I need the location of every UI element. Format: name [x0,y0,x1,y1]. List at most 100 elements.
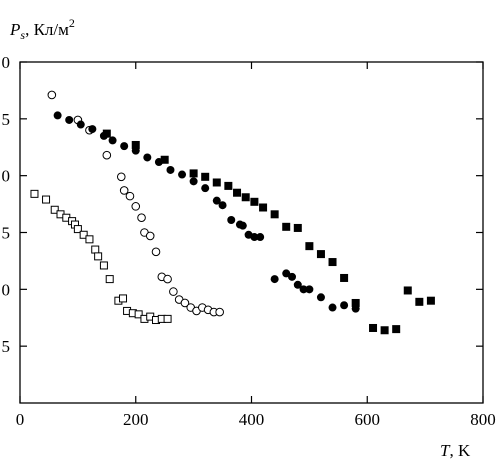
filled-square-point [403,286,412,295]
open-circle-point [131,202,141,211]
open-square-point [134,310,143,319]
open-circle-point [145,231,155,241]
filled-square-point [340,273,349,282]
filled-square-point [270,210,279,219]
filled-square-point [259,203,268,212]
open-square-point [119,294,128,303]
open-square-point [30,189,39,198]
filled-circle-point [65,115,74,124]
filled-square-point [201,172,210,181]
filled-circle-point [288,272,297,281]
filled-square-point [415,297,424,306]
x-axis-label: T, K [440,441,471,460]
open-square-point [99,261,108,270]
open-square-point [42,195,51,204]
data-markers [30,90,435,335]
filled-circle-point [88,125,97,134]
filled-circle-point [212,196,221,205]
x-tick-label: 600 [355,410,381,429]
y-tick-label: 0 [2,280,11,299]
open-square-point [73,225,82,234]
y-axis-label: Ps, Кл/м2 [9,16,75,42]
x-axis-label-units: , K [449,441,471,460]
x-axis-label-symbol: T [440,441,451,460]
x-tick-label: 800 [470,410,496,429]
filled-circle-point [189,177,198,186]
filled-square-point [102,129,111,138]
filled-square-point [241,193,250,202]
y-axis-ticks: 5 0 5 0 5 0 [2,53,483,356]
filled-square-point [250,197,259,206]
filled-circle-point [270,275,279,284]
filled-square-point [293,223,302,232]
filled-circle-point [256,233,265,242]
x-tick-label: 200 [123,410,149,429]
x-tick-label: 0 [16,410,25,429]
filled-circle-point [316,293,325,302]
filled-square-point [316,250,325,259]
filled-circle-point [143,153,152,162]
filled-square-point [189,169,198,178]
filled-circle-point [305,285,314,294]
y-tick-label: 5 [2,110,11,129]
open-circle-point [215,307,224,317]
open-square-point [105,275,114,284]
x-tick-label: 400 [239,410,265,429]
filled-circle-point [282,269,291,278]
filled-square-point [131,140,140,149]
filled-circle-point [227,215,236,224]
filled-square-point [328,258,337,267]
filled-square-point [426,296,435,305]
open-square-point [94,252,103,261]
open-circle-point [180,298,190,308]
open-circle-point [119,186,129,195]
open-circle-point [137,213,146,223]
filled-circle-point [108,136,117,145]
open-circle-point [169,287,178,296]
y-tick-label: 5 [2,224,11,243]
filled-square-point [369,323,378,332]
filled-square-point [224,181,233,190]
open-square-point [85,235,94,244]
y-tick-label: 5 [2,337,11,356]
filled-circle-point [201,184,210,193]
y-axis-label-units: , Кл/м [25,20,69,39]
filled-square-point [380,326,389,335]
filled-circle-point [340,301,349,310]
filled-square-point [392,325,401,334]
y-tick-label: 0 [2,167,11,186]
open-square-point [79,230,88,239]
y-axis-label-superscript: 2 [69,16,75,30]
open-square-point [163,314,172,323]
filled-circle-point [76,120,85,129]
filled-circle-point [299,285,308,294]
y-axis-label-symbol: P [9,20,20,39]
x-axis-ticks: 0 200 400 600 800 [16,62,496,429]
filled-circle-point [293,280,302,289]
filled-circle-point [178,170,187,179]
open-circle-point [163,274,172,284]
filled-circle-point [166,165,175,174]
filled-square-point [351,298,360,307]
y-axis-label-subscript: s [20,28,25,42]
filled-square-point [212,178,221,187]
filled-circle-point [328,303,337,312]
filled-square-point [305,242,314,251]
filled-circle-point [250,233,259,242]
filled-circle-point [218,201,227,210]
filled-square-point [233,188,242,197]
filled-square-point [282,222,291,231]
open-square-point [50,205,59,214]
open-circle-point [47,90,57,100]
open-circle-point [102,150,112,160]
open-circle-point [151,247,161,257]
open-circle-point [125,191,135,201]
filled-circle-point [120,142,129,151]
filled-circle-point [238,221,247,230]
filled-circle-point [53,111,62,120]
open-circle-point [116,172,126,182]
open-square-point [91,245,100,254]
filled-square-point [160,155,169,164]
y-tick-label: 0 [2,53,11,72]
